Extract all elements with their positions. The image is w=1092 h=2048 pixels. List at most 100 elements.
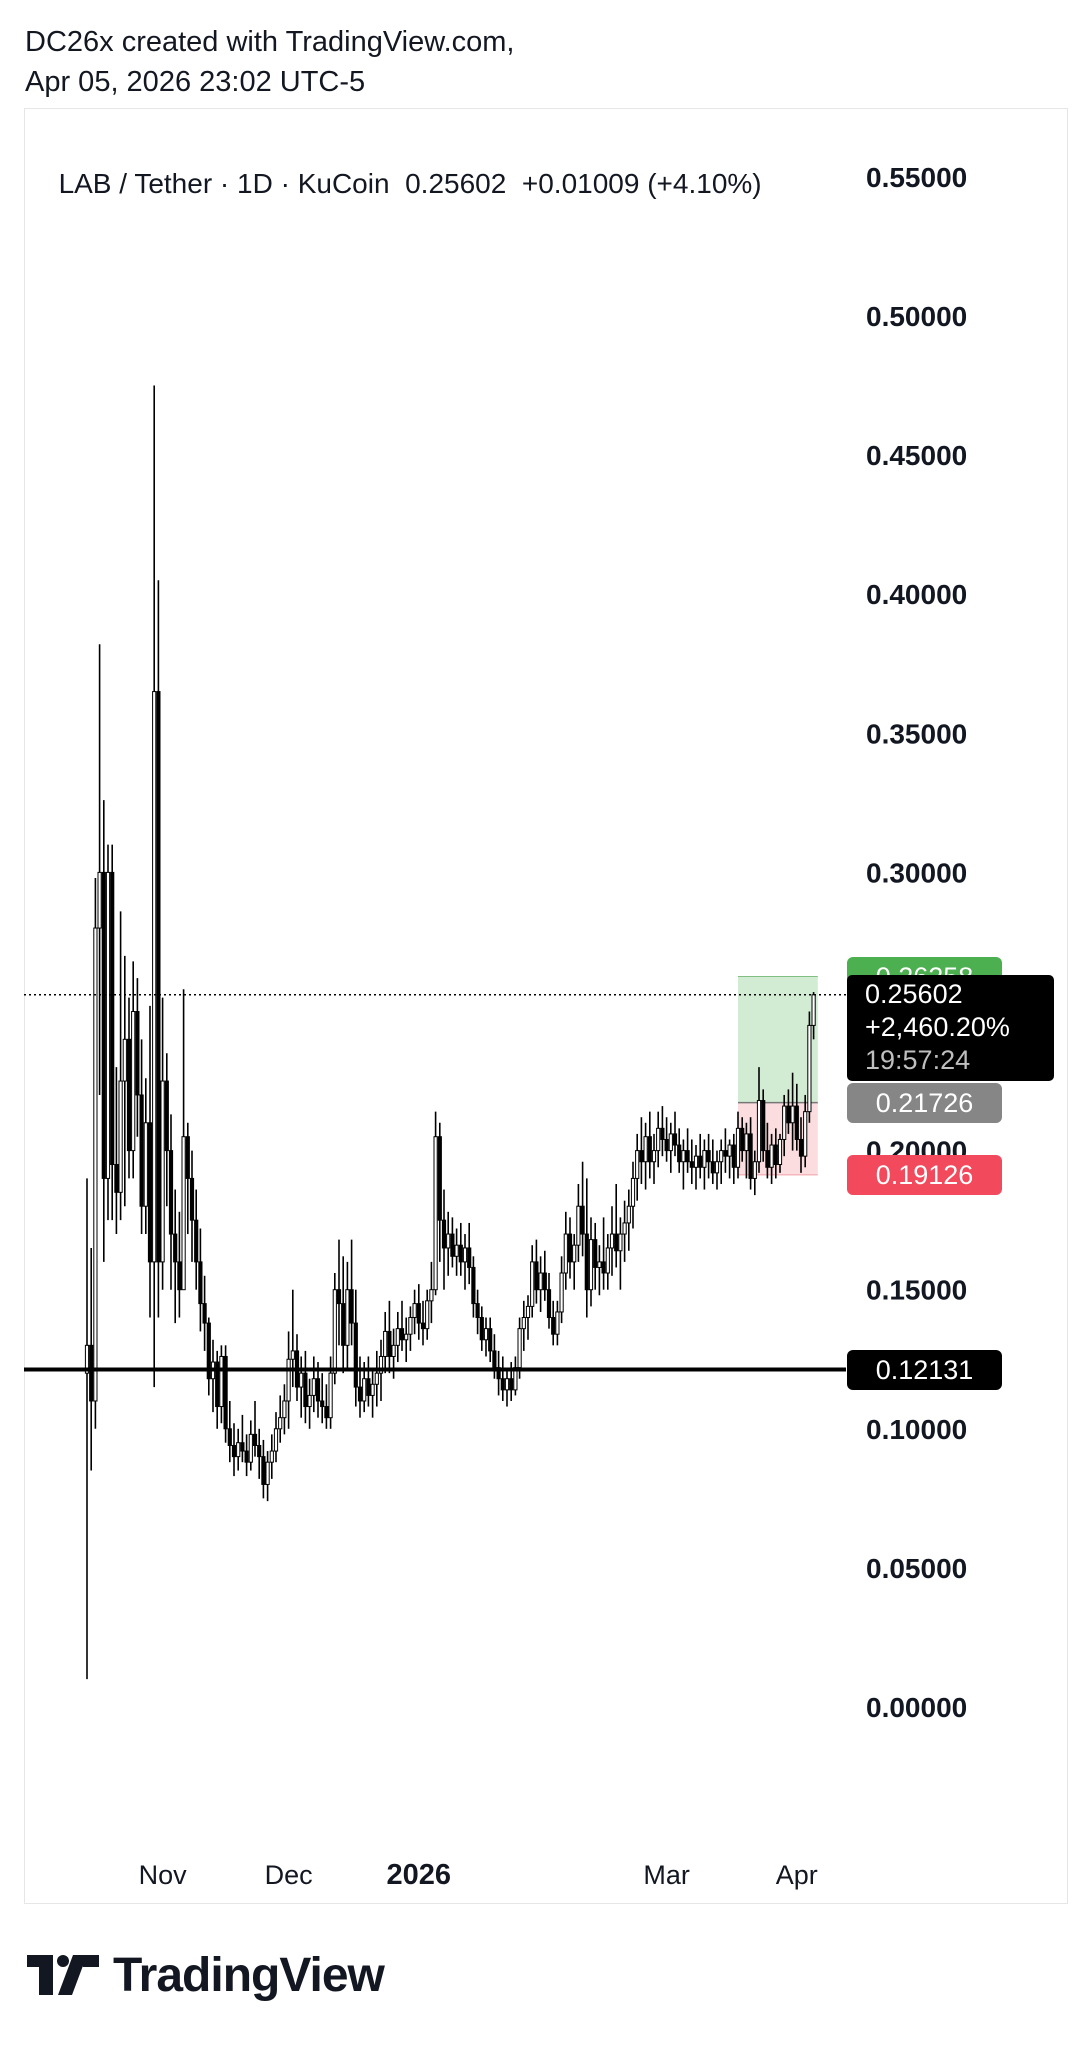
candle — [458, 1222, 463, 1276]
candle — [303, 1350, 308, 1424]
candle-body — [202, 1303, 207, 1324]
candle — [164, 1053, 169, 1207]
candle — [593, 1222, 598, 1290]
candle — [97, 644, 102, 1095]
candle-body — [219, 1355, 224, 1408]
candle — [656, 1111, 661, 1168]
candle-body — [383, 1330, 388, 1357]
last-price-tag[interactable]: 0.25602 +2,460.20% 19:57:24 — [847, 974, 1054, 1081]
stop-price-tag[interactable]: 0.19126 — [847, 1154, 1002, 1195]
candle-body — [727, 1144, 732, 1157]
candle — [790, 1072, 795, 1151]
candle — [475, 1289, 480, 1335]
candle — [559, 1256, 564, 1324]
candle — [698, 1133, 703, 1179]
symbol-legend[interactable]: LAB / Tether · 1D · KuCoin 0.25602 +0.01… — [43, 127, 762, 203]
candle — [131, 961, 136, 1179]
candle-body — [773, 1144, 778, 1166]
candle — [194, 1189, 199, 1290]
candle-body — [185, 1136, 190, 1179]
candle-body — [378, 1355, 384, 1374]
candle — [156, 580, 161, 1318]
candle — [454, 1228, 459, 1276]
candle-body — [231, 1444, 237, 1458]
candle — [588, 1217, 594, 1307]
candle-body — [488, 1328, 493, 1352]
candle-body — [160, 1080, 165, 1263]
candle-body — [597, 1261, 602, 1268]
candle — [706, 1133, 711, 1179]
candle-body — [173, 1233, 178, 1263]
profit-zone — [738, 976, 818, 1103]
candle — [521, 1300, 526, 1351]
candle-body — [786, 1105, 791, 1124]
candle — [160, 997, 165, 1290]
candle — [366, 1356, 371, 1407]
candle-body — [131, 1011, 136, 1152]
candle — [248, 1420, 253, 1471]
last-price-value: 0.25602 — [865, 978, 963, 1009]
candle-body — [118, 1080, 123, 1193]
candle-body — [126, 1038, 132, 1152]
support-level-tag[interactable]: 0.12131 — [847, 1349, 1002, 1390]
candle-body — [710, 1161, 715, 1174]
candle-body — [412, 1303, 417, 1319]
candle — [278, 1395, 283, 1443]
entry-price-tag[interactable]: 0.21726 — [847, 1082, 1002, 1123]
y-tick-label: 0.15000 — [866, 1275, 967, 1306]
candle — [206, 1317, 211, 1396]
candle — [798, 1117, 804, 1173]
candle — [723, 1128, 728, 1173]
candle-body — [576, 1205, 581, 1246]
tradingview-logo-icon — [27, 1955, 99, 1995]
candle-body — [635, 1150, 640, 1179]
candle-body — [765, 1150, 770, 1168]
candle-body — [307, 1394, 312, 1408]
candle — [761, 1089, 766, 1162]
candle-body — [622, 1222, 627, 1235]
candle — [202, 1275, 207, 1351]
candle-body — [425, 1300, 430, 1330]
candle-body — [269, 1450, 274, 1463]
candle — [370, 1367, 375, 1418]
candle-body — [475, 1303, 480, 1319]
candle — [609, 1206, 615, 1276]
x-tick-label: 2026 — [387, 1859, 452, 1891]
candle-body — [752, 1161, 757, 1179]
candle — [307, 1378, 312, 1429]
symbol-name: LAB / Tether · 1D · KuCoin — [58, 168, 390, 199]
candle — [563, 1211, 568, 1290]
candle — [265, 1451, 270, 1502]
candle — [483, 1317, 489, 1357]
candle-body — [777, 1138, 783, 1166]
footer-logo[interactable]: TradingView — [27, 1949, 385, 2002]
candle — [748, 1117, 753, 1190]
candle — [374, 1350, 379, 1407]
last-price-change-pct: +2,460.20% — [865, 1011, 1010, 1042]
chart-panel[interactable] — [24, 108, 1068, 1904]
candle-body — [374, 1372, 379, 1385]
candle-body — [681, 1150, 686, 1163]
candle — [488, 1317, 493, 1363]
candle-body — [290, 1350, 295, 1360]
candle-body — [257, 1444, 262, 1458]
candle-body — [135, 1011, 140, 1096]
candle-body — [664, 1138, 669, 1152]
candle-body — [399, 1328, 405, 1341]
candle-body — [689, 1161, 694, 1168]
candle — [467, 1222, 472, 1285]
candle-body — [387, 1330, 392, 1357]
candle-body — [651, 1150, 657, 1163]
candle — [286, 1331, 291, 1429]
candle-body — [563, 1233, 568, 1274]
candle — [152, 385, 157, 1388]
candle — [273, 1412, 279, 1463]
candle-body — [748, 1133, 753, 1179]
candle-body — [572, 1244, 577, 1263]
candle — [601, 1217, 606, 1290]
candle — [668, 1122, 673, 1173]
candle — [513, 1356, 518, 1396]
candle — [555, 1300, 560, 1346]
candle-body — [794, 1105, 799, 1140]
